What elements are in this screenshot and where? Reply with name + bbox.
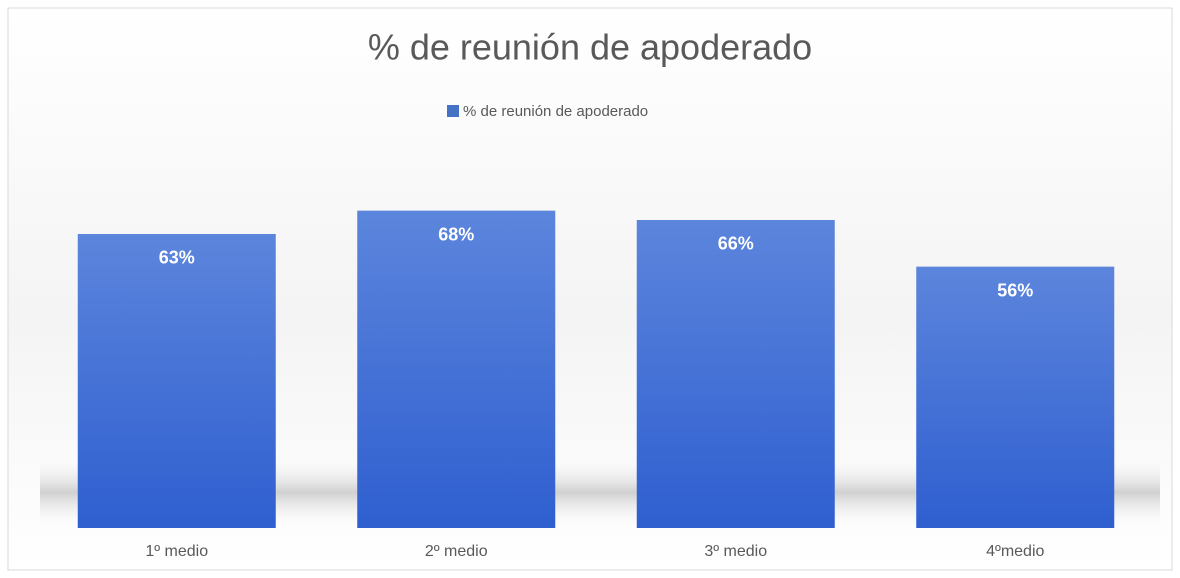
bar bbox=[77, 233, 276, 528]
bar bbox=[916, 266, 1115, 528]
x-tick-label: 2º medio bbox=[425, 543, 488, 560]
chart-title: % de reunión de apoderado bbox=[368, 27, 812, 68]
data-label: 56% bbox=[997, 280, 1033, 300]
x-tick-label: 3º medio bbox=[704, 543, 767, 560]
bar bbox=[357, 210, 556, 529]
legend-label: % de reunión de apoderado bbox=[463, 103, 648, 120]
data-label: 66% bbox=[718, 234, 754, 254]
x-tick-label: 1º medio bbox=[145, 543, 208, 560]
bar bbox=[636, 219, 835, 528]
data-label: 68% bbox=[438, 224, 474, 244]
legend-swatch bbox=[447, 105, 459, 117]
x-tick-label: 4ºmedio bbox=[986, 543, 1044, 560]
data-label: 63% bbox=[159, 248, 195, 268]
